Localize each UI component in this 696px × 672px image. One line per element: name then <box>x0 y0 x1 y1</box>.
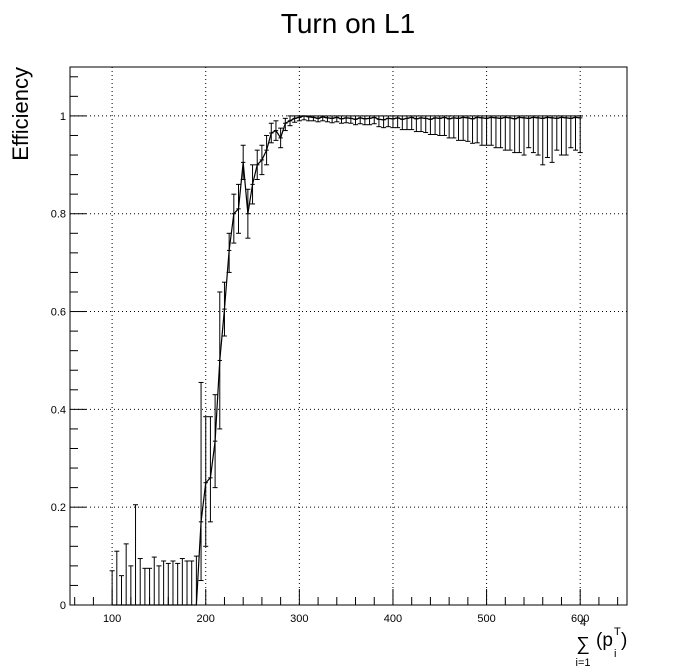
y-tick-label: 0.8 <box>51 209 66 221</box>
data-point <box>161 560 167 606</box>
data-point <box>516 115 522 154</box>
data-point <box>362 115 368 126</box>
data-point <box>479 115 485 146</box>
x-label-sum-lower: i=1 <box>576 657 591 669</box>
data-point <box>142 567 148 606</box>
data-point <box>460 115 466 141</box>
data-point <box>189 560 195 606</box>
x-tick-label: 200 <box>197 613 215 625</box>
data-point <box>465 115 471 142</box>
grid-lines <box>70 67 627 606</box>
data-point <box>470 115 476 144</box>
data-point <box>549 115 555 163</box>
x-label-close: ) <box>621 630 627 651</box>
data-point <box>507 115 513 151</box>
x-axis-label: 4 ∑ i=1 (p T i ) <box>576 617 628 669</box>
data-point <box>573 115 579 151</box>
data-point <box>324 115 330 123</box>
data-point <box>353 115 359 126</box>
data-point <box>498 115 504 149</box>
x-label-sum-symbol: ∑ <box>576 634 590 655</box>
x-label-subscript: i <box>614 648 616 660</box>
efficiency-series <box>109 115 583 606</box>
data-point <box>441 115 447 136</box>
plot-frame <box>69 66 628 606</box>
data-point <box>133 504 139 606</box>
data-point <box>521 115 527 156</box>
data-point <box>207 416 213 523</box>
data-point <box>123 543 129 606</box>
data-point <box>530 115 536 154</box>
data-point <box>512 115 518 154</box>
x-label-body: (p <box>596 630 613 651</box>
data-point <box>175 562 181 606</box>
data-point <box>484 115 490 146</box>
data-point <box>156 565 162 606</box>
chart-title: Turn on L1 <box>281 8 415 39</box>
y-tick-label: 1 <box>60 111 66 123</box>
data-point <box>367 115 373 126</box>
x-label-sum-upper: 4 <box>580 617 586 629</box>
x-tick-label: 300 <box>290 613 308 625</box>
y-axis-label: Efficiency <box>8 67 33 161</box>
data-point <box>357 115 363 125</box>
data-point <box>151 556 157 606</box>
data-point <box>577 115 583 154</box>
y-tick-label: 0.2 <box>51 502 66 514</box>
x-tick-label: 100 <box>103 613 121 625</box>
data-point <box>329 115 335 124</box>
data-point <box>502 115 508 151</box>
data-point <box>231 193 237 244</box>
data-point <box>526 115 532 149</box>
x-tick-label: 500 <box>477 613 495 625</box>
efficiency-line <box>112 115 581 606</box>
axis-ticks: 100 200 300 400 500 600 0 0.2 0.4 0.6 0.8 1 <box>51 76 619 625</box>
data-point <box>540 115 546 166</box>
x-tick-label: 600 <box>571 613 589 625</box>
data-point <box>558 115 564 156</box>
data-point <box>381 115 387 129</box>
data-point <box>338 115 344 124</box>
data-point <box>385 115 391 128</box>
data-point <box>544 115 550 158</box>
y-tick-label: 0.6 <box>51 307 66 319</box>
data-point <box>493 115 499 149</box>
data-point <box>137 558 143 606</box>
data-point <box>474 115 480 144</box>
data-point <box>170 560 176 606</box>
data-point <box>114 550 120 606</box>
y-tick-label: 0 <box>60 600 66 612</box>
data-point <box>348 115 354 124</box>
data-point <box>455 115 461 141</box>
y-tick-label: 0.4 <box>51 404 66 416</box>
data-point <box>568 115 574 149</box>
data-point <box>554 115 560 151</box>
data-point <box>179 558 185 606</box>
x-label-superscript: T <box>614 626 621 638</box>
data-point <box>399 115 405 131</box>
data-point <box>390 115 396 129</box>
data-point <box>376 115 382 128</box>
data-point <box>563 115 569 156</box>
x-tick-label: 400 <box>384 613 402 625</box>
data-point <box>343 115 349 124</box>
data-point <box>535 115 541 156</box>
data-point <box>451 115 457 139</box>
data-point <box>488 115 494 146</box>
data-point <box>118 575 124 606</box>
